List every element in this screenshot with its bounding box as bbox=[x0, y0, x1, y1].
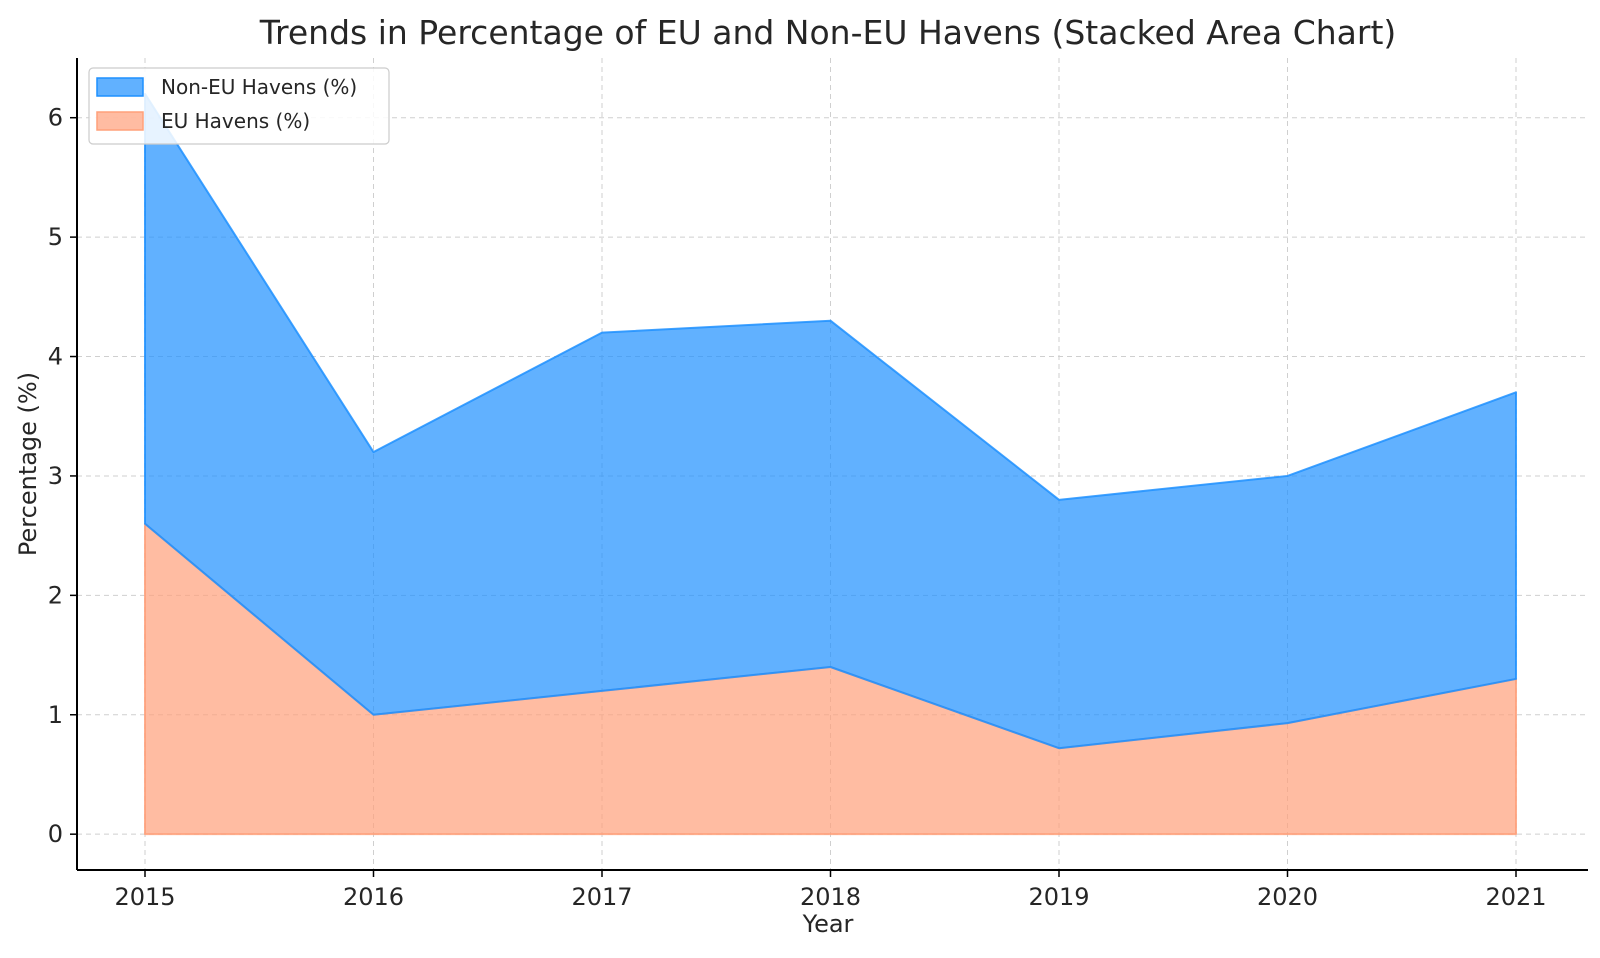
legend-label: EU Havens (%) bbox=[161, 109, 310, 133]
legend-swatch bbox=[96, 111, 144, 131]
y-tick-label: 1 bbox=[48, 701, 63, 729]
x-tick-label: 2020 bbox=[1257, 883, 1318, 911]
x-tick-label: 2018 bbox=[800, 883, 861, 911]
y-tick-label: 3 bbox=[48, 462, 63, 490]
axes bbox=[70, 58, 1588, 877]
tick-labels: 0 1 2 3 4 5 6 2015 2016 2017 2018 2019 2020 2021 bbox=[48, 104, 1547, 911]
y-axis-label: Percentage (%) bbox=[14, 372, 42, 556]
x-tick-label: 2015 bbox=[114, 883, 175, 911]
y-tick-label: 5 bbox=[48, 223, 63, 251]
x-tick-label: 2017 bbox=[571, 883, 632, 911]
legend: Non-EU Havens (%) EU Havens (%) bbox=[88, 67, 390, 145]
legend-box bbox=[88, 67, 390, 145]
area-non-eu-havens bbox=[144, 92, 1517, 750]
y-tick-label: 0 bbox=[48, 820, 63, 848]
x-tick-label: 2019 bbox=[1028, 883, 1089, 911]
y-tick-label: 2 bbox=[48, 581, 63, 609]
x-tick-label: 2016 bbox=[343, 883, 404, 911]
x-tick-label: 2021 bbox=[1485, 883, 1546, 911]
legend-label: Non-EU Havens (%) bbox=[161, 75, 357, 99]
area-series bbox=[144, 92, 1517, 836]
legend-swatch bbox=[96, 77, 144, 97]
x-axis-label: Year bbox=[802, 910, 854, 938]
chart-title: Trends in Percentage of EU and Non-EU Ha… bbox=[259, 13, 1397, 52]
y-tick-label: 4 bbox=[48, 343, 63, 371]
y-tick-label: 6 bbox=[48, 104, 63, 132]
